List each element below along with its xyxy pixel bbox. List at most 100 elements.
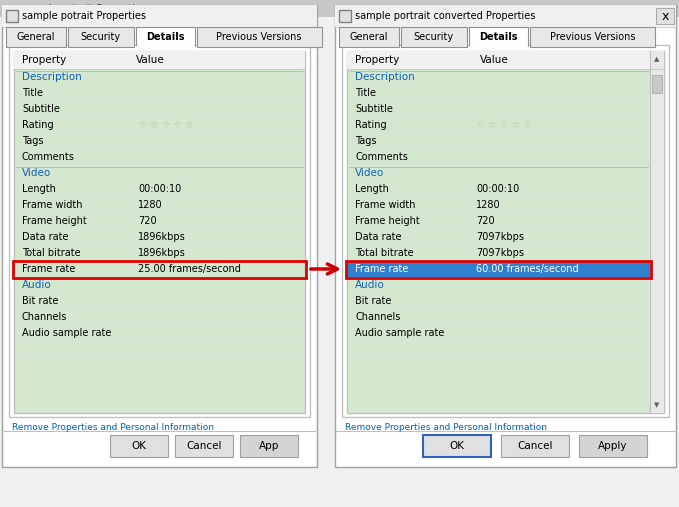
Bar xyxy=(175,435,233,457)
Text: Tags: Tags xyxy=(355,136,376,146)
Text: 720: 720 xyxy=(139,216,157,226)
Text: Total bitrate: Total bitrate xyxy=(22,248,81,258)
Bar xyxy=(579,435,647,457)
Text: Frame width: Frame width xyxy=(355,200,416,210)
Text: x: x xyxy=(661,10,669,22)
Text: Remove Properties and Personal Information: Remove Properties and Personal Informati… xyxy=(345,422,547,431)
Bar xyxy=(197,27,321,47)
Bar xyxy=(67,27,134,47)
Text: Bit rate: Bit rate xyxy=(22,296,58,306)
Text: Value: Value xyxy=(136,55,165,65)
Bar xyxy=(6,27,65,47)
Text: Frame rate: Frame rate xyxy=(22,264,75,274)
Bar xyxy=(13,261,306,277)
Text: Length: Length xyxy=(22,184,56,194)
Text: Property: Property xyxy=(22,55,67,65)
Text: Comments: Comments xyxy=(355,152,408,162)
Text: Title: Title xyxy=(355,88,376,98)
Text: Description: Description xyxy=(22,72,81,82)
Text: Remove Properties and Personal Information: Remove Properties and Personal Informati… xyxy=(12,422,214,431)
Text: Video: Video xyxy=(355,168,384,178)
Text: Details: Details xyxy=(146,32,185,42)
Text: Tags: Tags xyxy=(22,136,43,146)
Text: Previous Versions: Previous Versions xyxy=(549,32,635,42)
Bar xyxy=(14,51,305,413)
Text: Security: Security xyxy=(80,32,121,42)
Text: General: General xyxy=(16,32,55,42)
Bar xyxy=(9,45,310,417)
Text: Audio: Audio xyxy=(355,280,385,290)
Text: 00:00:10: 00:00:10 xyxy=(476,184,519,194)
Bar xyxy=(6,10,18,22)
Text: Channels: Channels xyxy=(22,312,67,322)
Bar xyxy=(14,51,305,69)
Text: Subtitle: Subtitle xyxy=(22,104,60,114)
Text: 1896kbps: 1896kbps xyxy=(139,232,186,242)
Text: Comments: Comments xyxy=(22,152,75,162)
Text: 1896kbps: 1896kbps xyxy=(139,248,186,258)
Text: Data rate: Data rate xyxy=(355,232,401,242)
Bar xyxy=(347,261,650,277)
Text: 1280: 1280 xyxy=(476,200,501,210)
Text: Previous Versions: Previous Versions xyxy=(217,32,302,42)
Text: sample potrait Properties: sample potrait Properties xyxy=(22,4,146,14)
Text: sample portrait converted Properties: sample portrait converted Properties xyxy=(355,11,535,21)
Text: ☆ ☆ ☆ ☆ ☆: ☆ ☆ ☆ ☆ ☆ xyxy=(139,120,194,130)
Text: Security: Security xyxy=(414,32,454,42)
Text: Rating: Rating xyxy=(355,120,386,130)
Text: ▼: ▼ xyxy=(655,402,660,408)
Bar xyxy=(347,51,664,69)
Text: Title: Title xyxy=(22,88,43,98)
Text: 7097kbps: 7097kbps xyxy=(476,232,524,242)
Text: Details: Details xyxy=(479,32,517,42)
Bar xyxy=(469,27,528,47)
Text: Frame rate: Frame rate xyxy=(355,264,408,274)
Text: Frame height: Frame height xyxy=(22,216,87,226)
Bar xyxy=(2,5,317,467)
Text: Audio sample rate: Audio sample rate xyxy=(355,328,444,338)
Bar xyxy=(2,5,317,27)
Text: Rating: Rating xyxy=(22,120,54,130)
Text: Bit rate: Bit rate xyxy=(355,296,391,306)
Bar xyxy=(335,5,676,27)
Text: Audio: Audio xyxy=(22,280,52,290)
Text: Video: Video xyxy=(22,168,51,178)
Bar xyxy=(110,435,168,457)
Text: OK: OK xyxy=(132,441,147,451)
Text: ☆ ☆ ☆ ☆ ☆: ☆ ☆ ☆ ☆ ☆ xyxy=(476,120,532,130)
Text: 25.00 frames/second: 25.00 frames/second xyxy=(139,264,241,274)
Bar xyxy=(339,27,399,47)
Bar xyxy=(423,435,491,457)
Text: Cancel: Cancel xyxy=(186,441,222,451)
Text: Subtitle: Subtitle xyxy=(355,104,393,114)
Text: Data rate: Data rate xyxy=(22,232,69,242)
Bar xyxy=(339,10,351,22)
Bar xyxy=(335,5,676,467)
Text: Description: Description xyxy=(355,72,415,82)
Text: Apply: Apply xyxy=(598,441,628,451)
Bar xyxy=(652,75,662,93)
Bar xyxy=(240,435,298,457)
Text: Length: Length xyxy=(355,184,389,194)
Bar xyxy=(342,45,669,417)
Text: 7097kbps: 7097kbps xyxy=(476,248,524,258)
Text: sample potrait Properties: sample potrait Properties xyxy=(22,11,146,21)
Text: Total bitrate: Total bitrate xyxy=(355,248,414,258)
Text: Cancel: Cancel xyxy=(517,441,553,451)
Text: Property: Property xyxy=(355,55,399,65)
Bar xyxy=(401,27,466,47)
Bar xyxy=(346,261,651,277)
Text: Audio sample rate: Audio sample rate xyxy=(22,328,111,338)
Text: Channels: Channels xyxy=(355,312,401,322)
Text: 720: 720 xyxy=(476,216,495,226)
Text: 00:00:10: 00:00:10 xyxy=(139,184,181,194)
Bar xyxy=(530,27,655,47)
Bar xyxy=(501,435,569,457)
Bar xyxy=(650,51,664,413)
Bar xyxy=(0,0,679,17)
Text: App: App xyxy=(259,441,279,451)
Text: ▲: ▲ xyxy=(655,56,660,62)
Bar xyxy=(347,51,664,413)
Text: 1280: 1280 xyxy=(139,200,163,210)
Bar xyxy=(136,27,195,47)
